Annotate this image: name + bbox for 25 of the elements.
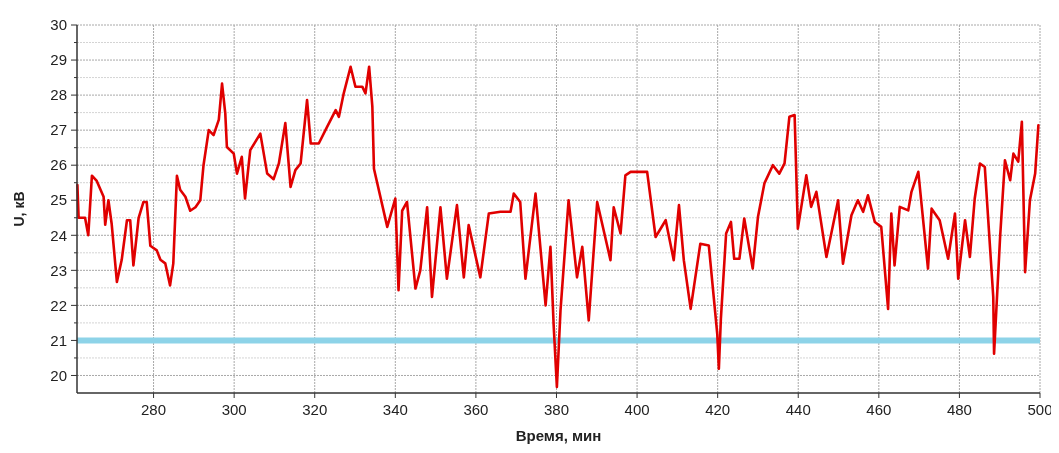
y-tick-label: 22: [50, 296, 67, 314]
x-tick-label: 320: [302, 401, 328, 418]
x-tick-label: 380: [543, 401, 569, 418]
y-tick-label: 24: [50, 226, 67, 244]
x-tick-label: 340: [382, 401, 408, 418]
x-tick-label: 280: [141, 401, 167, 418]
x-tick-label: 360: [463, 401, 489, 418]
y-tick-label: 21: [50, 331, 67, 349]
y-tick-label: 29: [50, 51, 67, 69]
line-series: [76, 65, 1040, 389]
x-tick-label: 300: [221, 401, 247, 418]
y-tick-label: 30: [50, 16, 67, 34]
y-tick-label: 23: [50, 261, 67, 279]
x-tick-label: 440: [785, 401, 811, 418]
y-tick-label: 25: [50, 191, 67, 209]
x-tick-label: 460: [866, 401, 892, 418]
y-tick-label: 26: [50, 156, 67, 174]
y-axis-title: U, кВ: [11, 191, 27, 227]
x-tick-label: 420: [705, 401, 731, 418]
x-tick-label: 480: [946, 401, 972, 418]
x-axis-title: Время, мин: [515, 427, 602, 444]
y-tick-label: 28: [50, 86, 67, 104]
y-tick-label: 27: [50, 121, 67, 139]
x-tick-label: 400: [624, 401, 650, 418]
y-tick-label: 20: [50, 366, 67, 384]
